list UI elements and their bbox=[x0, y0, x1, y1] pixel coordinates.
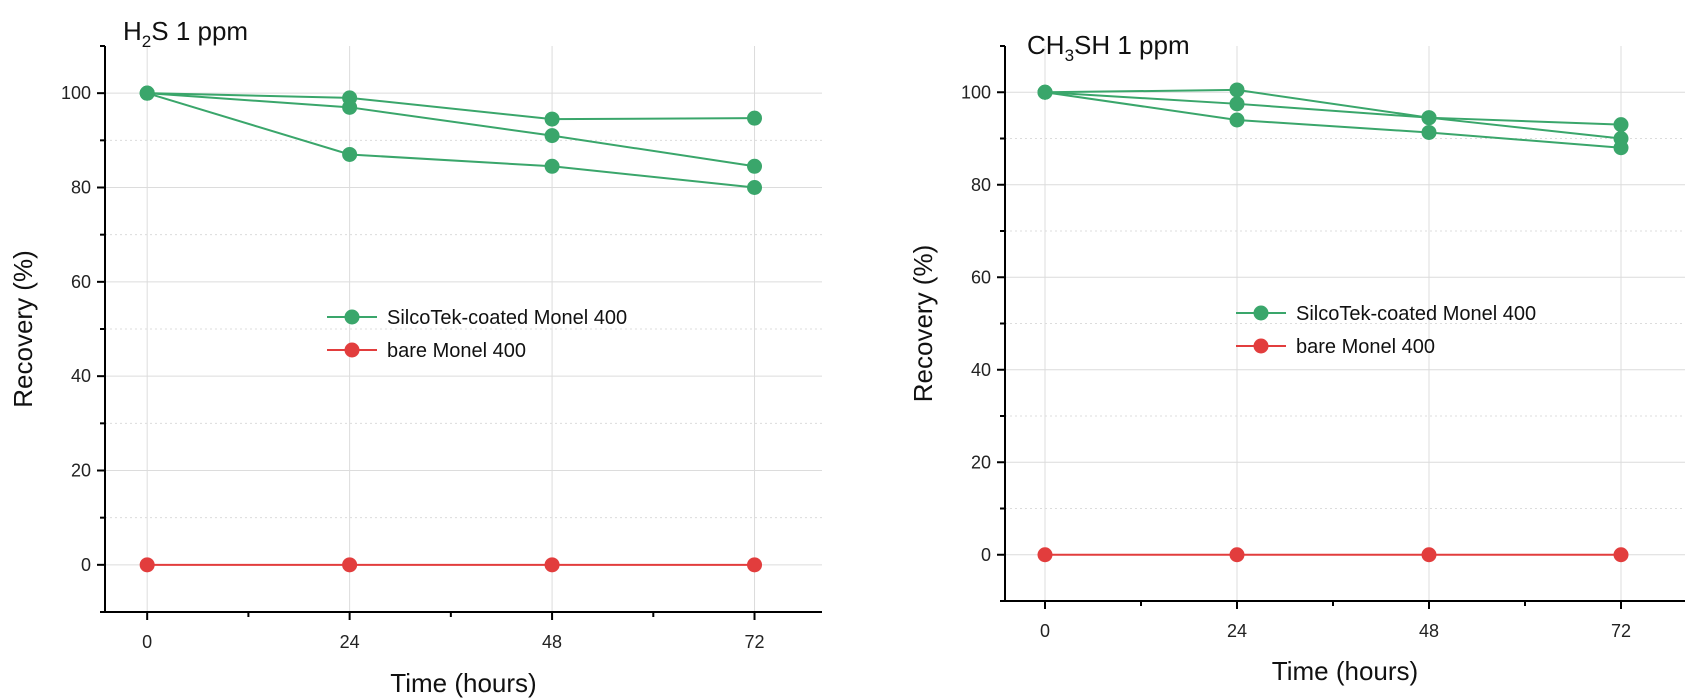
legend-label: bare Monel 400 bbox=[1296, 336, 1435, 358]
x-tick-label: 0 bbox=[1040, 621, 1050, 641]
y-tick-label: 40 bbox=[971, 360, 991, 380]
y-axis-title: Recovery (%) bbox=[8, 250, 38, 407]
chart-title: H2S 1 ppm bbox=[123, 16, 248, 51]
data-point bbox=[1421, 547, 1437, 563]
chart-title-main: CH bbox=[1027, 30, 1065, 60]
data-point bbox=[342, 99, 358, 115]
y-tick-label: 80 bbox=[71, 178, 91, 198]
series-line bbox=[1044, 91, 1622, 140]
chart-title-rest: S 1 ppm bbox=[151, 16, 248, 46]
chart-panel-1: 0 20 40 60 80 100 0 24 48 72 CH3SH 1 ppm Time (hour… bbox=[908, 30, 1685, 686]
chart-title-rest: SH 1 ppm bbox=[1074, 30, 1190, 60]
data-point bbox=[1421, 110, 1437, 126]
y-tick-label: 100 bbox=[61, 83, 91, 103]
x-tick-label: 24 bbox=[1227, 621, 1247, 641]
data-point bbox=[1229, 82, 1245, 98]
data-point bbox=[544, 111, 560, 127]
y-tick-label: 80 bbox=[971, 175, 991, 195]
x-tick-label: 72 bbox=[1611, 621, 1631, 641]
series-line bbox=[146, 92, 755, 189]
y-tick-label: 60 bbox=[71, 272, 91, 292]
data-point bbox=[747, 557, 763, 573]
chart-title: CH3SH 1 ppm bbox=[1027, 30, 1190, 65]
data-point bbox=[747, 158, 763, 174]
data-point bbox=[1229, 547, 1245, 563]
chart-title-main: H bbox=[123, 16, 142, 46]
data-point bbox=[139, 85, 155, 101]
x-tick-label: 48 bbox=[542, 632, 562, 652]
data-point bbox=[342, 146, 358, 162]
x-tick-label: 0 bbox=[142, 632, 152, 652]
chart-title-subscript: 2 bbox=[142, 32, 151, 51]
x-tick-label: 24 bbox=[340, 632, 360, 652]
data-point bbox=[1613, 547, 1629, 563]
data-point bbox=[1037, 84, 1053, 100]
legend-label: bare Monel 400 bbox=[387, 340, 526, 362]
y-tick-label: 40 bbox=[71, 366, 91, 386]
data-point bbox=[747, 180, 763, 195]
x-tick-label: 72 bbox=[745, 632, 765, 652]
data-point bbox=[1613, 140, 1629, 156]
legend-marker bbox=[1253, 305, 1269, 321]
chart-title-subscript: 3 bbox=[1065, 46, 1074, 65]
y-tick-label: 0 bbox=[81, 555, 91, 575]
y-tick-label: 0 bbox=[981, 545, 991, 565]
data-point bbox=[139, 557, 155, 573]
y-tick-label: 20 bbox=[971, 452, 991, 472]
legend-marker bbox=[344, 342, 360, 358]
series-line bbox=[1044, 91, 1622, 149]
legend-label: SilcoTek-coated Monel 400 bbox=[387, 307, 627, 329]
legend-label: SilcoTek-coated Monel 400 bbox=[1296, 303, 1536, 325]
chart-panel-0: 0 20 40 60 80 100 0 24 48 72 H2S 1 ppm Time (hours)… bbox=[8, 16, 822, 698]
data-point bbox=[342, 557, 358, 573]
x-tick-label: 48 bbox=[1419, 621, 1439, 641]
data-point bbox=[1421, 124, 1437, 140]
data-point bbox=[1037, 547, 1053, 563]
x-axis-title: Time (hours) bbox=[390, 668, 536, 698]
legend-marker bbox=[1253, 338, 1269, 354]
y-tick-label: 100 bbox=[961, 82, 991, 102]
series-line bbox=[147, 92, 755, 121]
series-line bbox=[1044, 88, 1622, 126]
y-tick-label: 60 bbox=[971, 267, 991, 287]
data-point bbox=[1229, 96, 1245, 112]
data-point bbox=[1229, 112, 1245, 128]
series-line bbox=[147, 92, 755, 168]
data-point bbox=[1613, 117, 1629, 133]
x-axis-title: Time (hours) bbox=[1272, 656, 1418, 686]
data-point bbox=[544, 557, 560, 573]
y-axis-title: Recovery (%) bbox=[908, 245, 938, 402]
data-point bbox=[747, 110, 763, 126]
data-point bbox=[544, 158, 560, 174]
legend-marker bbox=[344, 309, 360, 325]
data-point bbox=[544, 128, 560, 144]
y-tick-label: 20 bbox=[71, 461, 91, 481]
